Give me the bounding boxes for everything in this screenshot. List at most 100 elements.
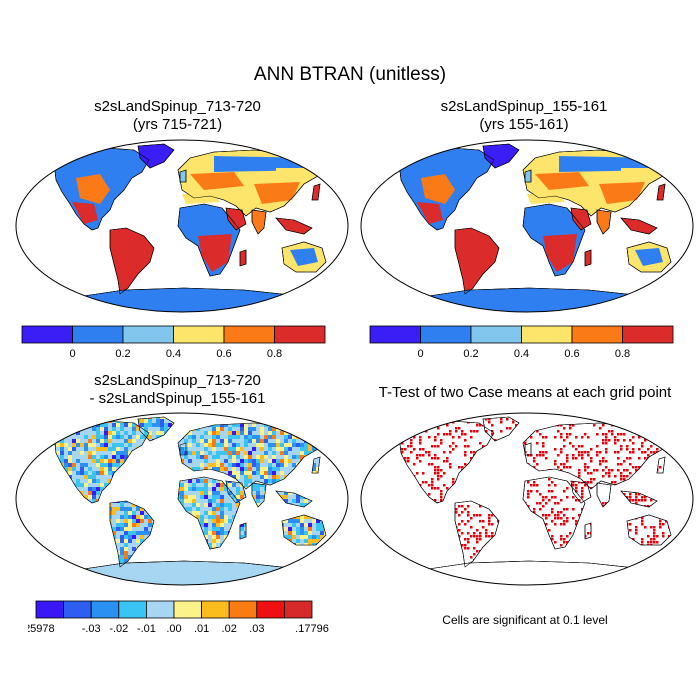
figure-title: ANN BTRAN (unitless) <box>253 64 447 85</box>
map-panel-4-border <box>360 412 694 586</box>
colorbar-box <box>146 600 175 619</box>
panel-3-land <box>53 416 333 585</box>
colorbar-box <box>21 325 73 344</box>
coastline-japan <box>656 183 666 201</box>
coastline-samerica <box>109 500 155 568</box>
land-madagascar <box>584 249 592 267</box>
map-panel-3-border <box>15 412 349 586</box>
field-patch <box>190 172 244 190</box>
coastline-samerica <box>454 227 500 295</box>
colorbar-tick-label: 0.6 <box>216 348 231 360</box>
field-patch <box>527 194 565 204</box>
colorbar-tick-label: 0.6 <box>564 348 579 360</box>
land-india <box>596 209 612 235</box>
colorbar-box <box>470 325 522 344</box>
colorbar-tick-label: 0.8 <box>615 348 630 360</box>
panel-3-title-line1: s2sLandSpinup_713-720 <box>94 372 261 389</box>
panel-3-title: s2sLandSpinup_713-720 - s2sLandSpinup_15… <box>5 372 350 408</box>
colorbar-box <box>223 325 275 344</box>
field-patch <box>635 248 663 266</box>
coastline-namerica <box>398 420 495 504</box>
field-patch <box>535 172 589 190</box>
map-panel-1 <box>15 139 349 313</box>
coastline-seasia <box>620 490 658 508</box>
coastline-australia <box>281 241 327 273</box>
coastline-greenland <box>482 143 520 169</box>
panel-1-title-line1: s2sLandSpinup_713-720 <box>94 98 261 115</box>
coastline-australia <box>626 514 672 546</box>
colorbar-tick-label: 0.4 <box>514 348 529 360</box>
diff-field <box>54 417 332 563</box>
field-patch <box>110 232 148 274</box>
field-patch <box>198 234 232 272</box>
map-panel-1-border <box>15 139 349 313</box>
colorbar-tick-label: 0 <box>417 348 423 360</box>
panel-4-title-line1: T-Test of two Case means at each grid po… <box>378 384 672 401</box>
colorbar-tick-label: 0 <box>69 348 75 360</box>
colorbar-box <box>90 600 120 619</box>
colorbar-box <box>35 600 65 619</box>
colorbar-tick-label: 0.8 <box>267 348 282 360</box>
field-patch <box>529 208 575 234</box>
panel-1-land <box>53 143 333 312</box>
coastline-india <box>251 209 267 235</box>
coastline-namerica <box>53 147 150 231</box>
colorbar-tick-label: 0.4 <box>166 348 181 360</box>
coastline-uk <box>179 442 187 456</box>
field-patch <box>417 202 443 224</box>
panel-2-title-line1: s2sLandSpinup_155-161 <box>440 98 608 115</box>
coastline-africa <box>177 476 241 550</box>
colorbar-box <box>122 325 174 344</box>
colorbar-box <box>622 325 674 344</box>
panel-4-land <box>398 416 678 585</box>
map-panel-3 <box>15 412 349 586</box>
coastline-india <box>596 209 612 235</box>
map-panel-2 <box>360 139 694 313</box>
colorbar-box <box>521 325 573 344</box>
colorbar-box <box>369 325 421 344</box>
panel-2-land <box>398 143 678 312</box>
colorbar-box <box>256 600 285 619</box>
field-patch <box>182 194 220 204</box>
map-panel-2-border <box>360 139 694 313</box>
field-patch <box>621 168 655 180</box>
coastline-namerica <box>53 420 150 504</box>
coastline-india <box>251 482 267 508</box>
colorbar-tick-label: -.03 <box>82 623 101 635</box>
coastline-greenland <box>482 416 520 442</box>
field-patch <box>76 174 110 204</box>
coastline-greenland <box>137 143 175 169</box>
coastline-madagascar <box>239 249 247 267</box>
colorbar-box <box>420 325 472 344</box>
panel-3-title-line2: - s2sLandSpinup_155-161 <box>89 390 266 407</box>
colorbar-box <box>283 600 313 619</box>
colorbar-tick-label: .01 <box>194 623 209 635</box>
colorbar-box <box>228 600 258 619</box>
ttest-significance-note: Cells are significant at 0.1 level <box>442 613 608 627</box>
field-patch <box>184 208 230 234</box>
coastline-uk <box>524 169 532 183</box>
colorbar-box <box>571 325 623 344</box>
field-patch <box>543 234 577 272</box>
panel-4-title: T-Test of two Case means at each grid po… <box>350 384 700 402</box>
coastline-uk <box>179 169 187 183</box>
field-patch <box>421 174 455 204</box>
land-india <box>251 209 267 235</box>
colorbar-tick-label: 0.2 <box>463 348 478 360</box>
colorbar-tick-label: .02 <box>222 623 237 635</box>
coastline-samerica <box>109 227 155 295</box>
field-patch <box>72 202 98 224</box>
colorbar-tick-label: 0.2 <box>115 348 130 360</box>
colorbar-box <box>173 600 203 619</box>
colorbar-tick-label: -.25978 <box>28 623 55 635</box>
coastline-africa <box>522 476 586 550</box>
field-patch <box>599 182 645 204</box>
coastline-uk <box>524 442 532 456</box>
coastline-arabia <box>570 207 592 231</box>
panel-2-title-line2: (yrs 155-161) <box>479 116 569 133</box>
coastline-samerica <box>454 500 500 568</box>
colorbar-box <box>63 600 92 619</box>
coastline-australia <box>626 241 672 273</box>
coastline-namerica <box>398 147 495 231</box>
coastline-india <box>596 482 612 508</box>
